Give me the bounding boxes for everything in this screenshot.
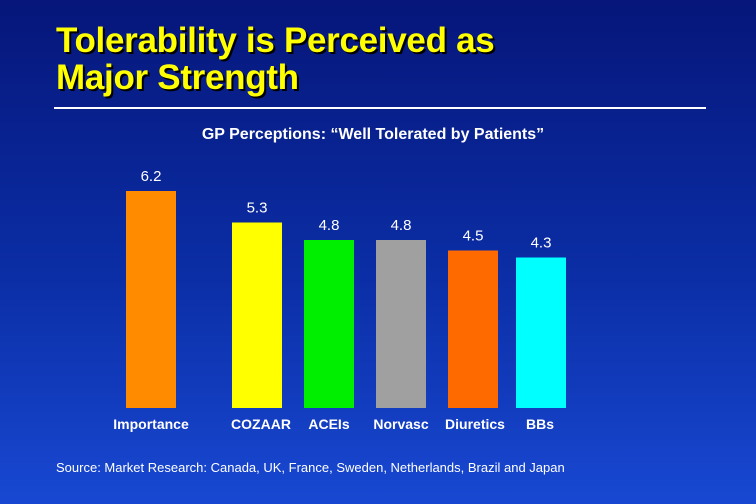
category-label-norvasc: Norvasc <box>373 416 428 432</box>
bars-group: 6.2 Importance 5.3 COZAAR 4.8 ACEIs 4.8 Norvasc… <box>113 168 566 432</box>
source-note: Source: Market Research: Canada, UK, Fra… <box>56 460 565 475</box>
category-label-cozaar: COZAAR <box>231 416 291 432</box>
category-label-diuretics: Diuretics <box>445 416 505 432</box>
title-divider <box>54 107 706 109</box>
value-label-diuretics: 4.5 <box>463 228 484 245</box>
bar-importance <box>126 191 176 408</box>
category-label-bbs: BBs <box>526 416 554 432</box>
slide-title-line-2: Major Strength <box>56 58 299 97</box>
bar-aceis <box>304 240 354 408</box>
slide-title-line-1: Tolerability is Perceived as <box>56 21 495 60</box>
value-label-aceis: 4.8 <box>319 217 340 234</box>
bar-cozaar <box>232 222 282 408</box>
category-label-importance: Importance <box>113 416 189 432</box>
bar-norvasc <box>376 240 426 408</box>
value-label-importance: 6.2 <box>141 168 162 185</box>
value-label-bbs: 4.3 <box>531 235 552 252</box>
bar-diuretics <box>448 250 498 408</box>
bar-bbs <box>516 257 566 408</box>
category-label-aceis: ACEIs <box>308 416 349 432</box>
value-label-cozaar: 5.3 <box>247 200 268 217</box>
slide-title: Tolerability is Perceived as Major Stren… <box>56 22 716 96</box>
value-label-norvasc: 4.8 <box>391 217 412 234</box>
chart-title: GP Perceptions: “Well Tolerated by Patie… <box>202 126 544 143</box>
